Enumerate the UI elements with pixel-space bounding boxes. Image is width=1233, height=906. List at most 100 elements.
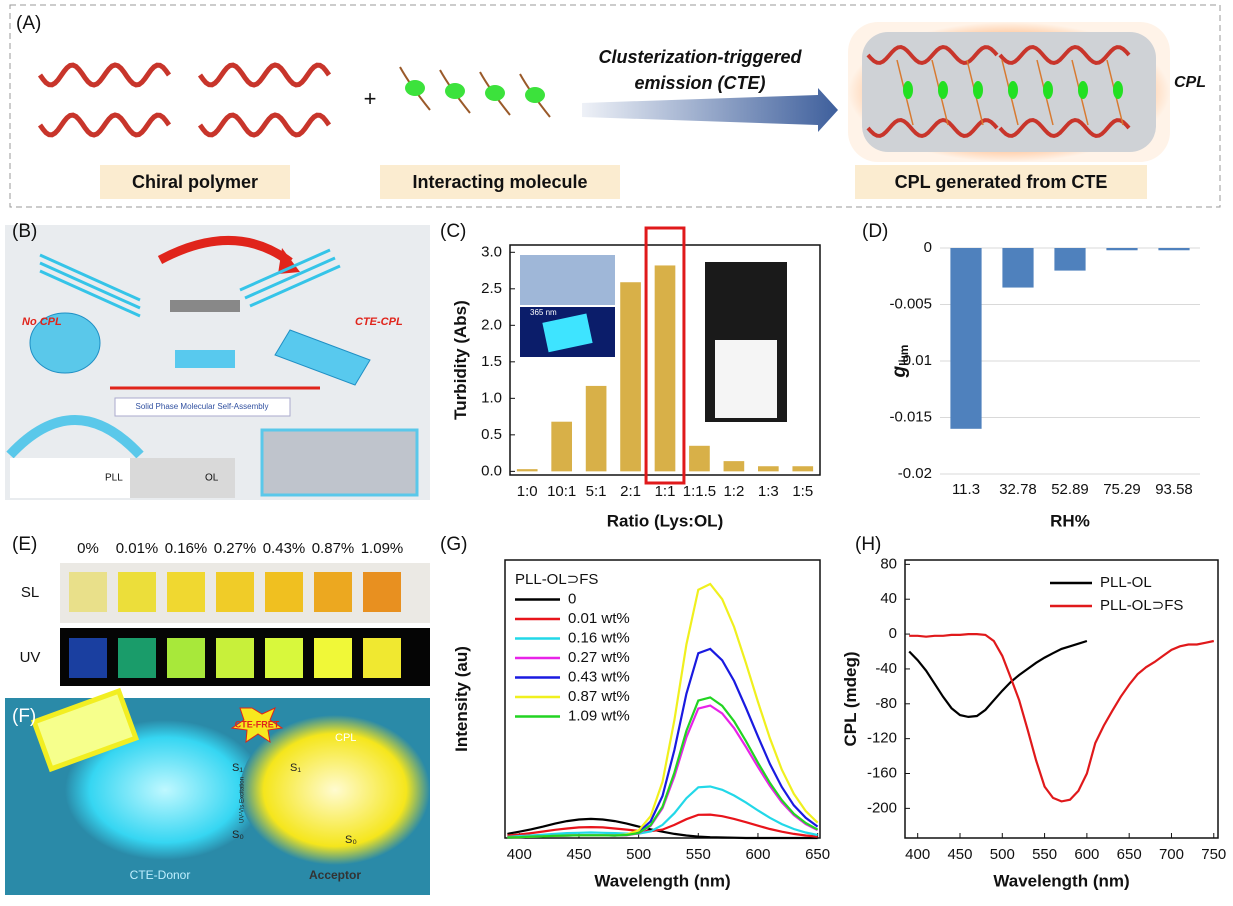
x-tick-label: 10:1 — [547, 483, 576, 500]
inset-sample — [542, 313, 593, 353]
legend-label: 0.87 wt% — [568, 688, 630, 705]
y-axis-label-sub: lum — [897, 345, 911, 366]
legend-label: 0.16 wt% — [568, 629, 630, 646]
bar — [620, 282, 641, 472]
inset-photo — [520, 255, 615, 305]
x-tick-label: 93.58 — [1155, 481, 1193, 498]
x-tick-label: 650 — [805, 846, 830, 863]
panel-label: (B) — [12, 221, 37, 242]
x-tick-label: 52.89 — [1051, 481, 1089, 498]
box-label: Interacting molecule — [412, 172, 587, 192]
state: S₁ — [290, 762, 301, 774]
swatch — [69, 638, 107, 678]
y-tick-label: -200 — [867, 799, 897, 816]
cpl-label: CPL — [335, 732, 356, 744]
swatch — [314, 638, 352, 678]
chain — [37, 112, 172, 138]
x-tick-label: 400 — [905, 846, 930, 863]
x-tick-label: 400 — [507, 846, 532, 863]
swatch — [265, 638, 303, 678]
membrane — [6, 415, 144, 459]
bar — [758, 466, 779, 472]
illustrations — [5, 4, 1221, 895]
bar — [585, 385, 607, 472]
x-tick-label: 11.3 — [952, 481, 980, 498]
chromophore — [1043, 81, 1053, 99]
press — [170, 300, 240, 312]
bar — [551, 421, 572, 472]
arrow-text: emission (CTE) — [634, 73, 765, 93]
chain — [37, 62, 172, 88]
legend-title: PLL-OL⊃FS — [515, 571, 598, 588]
chromophore — [1008, 81, 1018, 99]
fibers — [39, 248, 341, 318]
y-tick-label: -40 — [875, 660, 897, 677]
y-tick-label: 0 — [889, 625, 897, 642]
concentration: 0% — [77, 540, 99, 557]
y-tick-label: 0.5 — [481, 426, 502, 443]
concentration: 0.43% — [263, 540, 306, 557]
y-tick-label: -0.015 — [889, 408, 932, 425]
series-line — [507, 785, 818, 838]
y-tick-label: 1.5 — [481, 353, 502, 370]
plot-frame — [504, 559, 821, 839]
chromophore — [405, 80, 425, 96]
series-line — [909, 633, 1215, 803]
x-tick-label: 1:2 — [723, 483, 744, 500]
x-tick-label: 500 — [990, 846, 1015, 863]
y-axis-label: CPL (mdeg) — [841, 651, 860, 746]
y-axis-label-main: CPL (mdeg) — [841, 651, 860, 746]
panel-label: (F) — [12, 706, 36, 727]
legend-label: 1.09 wt% — [568, 707, 630, 724]
concentration: 0.01% — [116, 540, 159, 557]
x-axis-label: Wavelength (nm) — [594, 871, 730, 890]
y-axis-label-main: Turbidity (Abs) — [451, 300, 470, 420]
x-tick-label: 450 — [566, 846, 591, 863]
y-tick-label: 1.0 — [481, 389, 502, 406]
panel-label: (E) — [12, 534, 37, 555]
cte-cpl: CTE-CPL — [355, 316, 403, 328]
chromophore — [938, 81, 948, 99]
series-line — [908, 639, 1088, 719]
donor-glow — [65, 720, 265, 860]
y-axis-label-main: g — [889, 365, 910, 378]
acceptor-glow — [240, 715, 430, 865]
y-tick-label: 40 — [880, 590, 897, 607]
chem-box — [130, 458, 235, 498]
x-tick-label: 450 — [947, 846, 972, 863]
acceptor: Acceptor — [309, 868, 361, 882]
bar — [1054, 248, 1086, 271]
x-axis-label: Ratio (Lys:OL) — [607, 511, 723, 530]
arrow — [582, 88, 838, 132]
swatch — [216, 638, 254, 678]
bar — [1158, 248, 1190, 251]
sample — [175, 350, 235, 368]
swatches — [69, 572, 401, 678]
row-label: UV — [20, 649, 41, 666]
bar — [654, 265, 676, 472]
concentration: 1.09% — [361, 540, 404, 557]
polymer-chains — [37, 44, 1131, 139]
legend-label: PLL-OL — [1100, 574, 1152, 591]
chromophore — [485, 85, 505, 101]
arrow-text: Clusterization-triggered — [598, 47, 802, 67]
chem-label: OL — [205, 473, 219, 484]
state: S₁ — [232, 762, 243, 774]
x-tick-label: 1:1 — [655, 483, 676, 500]
plot-frame — [904, 559, 1219, 839]
stack — [260, 428, 419, 497]
swatch — [69, 572, 107, 612]
y-tick-label: -80 — [875, 695, 897, 712]
bar — [723, 461, 745, 472]
panel-label: (D) — [862, 221, 888, 242]
y-axis-label: Intensity (au) — [452, 646, 471, 752]
swatch — [314, 572, 352, 612]
chain — [866, 117, 999, 139]
swatch — [167, 638, 205, 678]
bar — [689, 445, 710, 472]
legend-label: 0 — [568, 590, 576, 607]
chem-label: PLL — [105, 473, 123, 484]
x-tick-label: 650 — [1117, 846, 1142, 863]
star — [230, 707, 284, 744]
